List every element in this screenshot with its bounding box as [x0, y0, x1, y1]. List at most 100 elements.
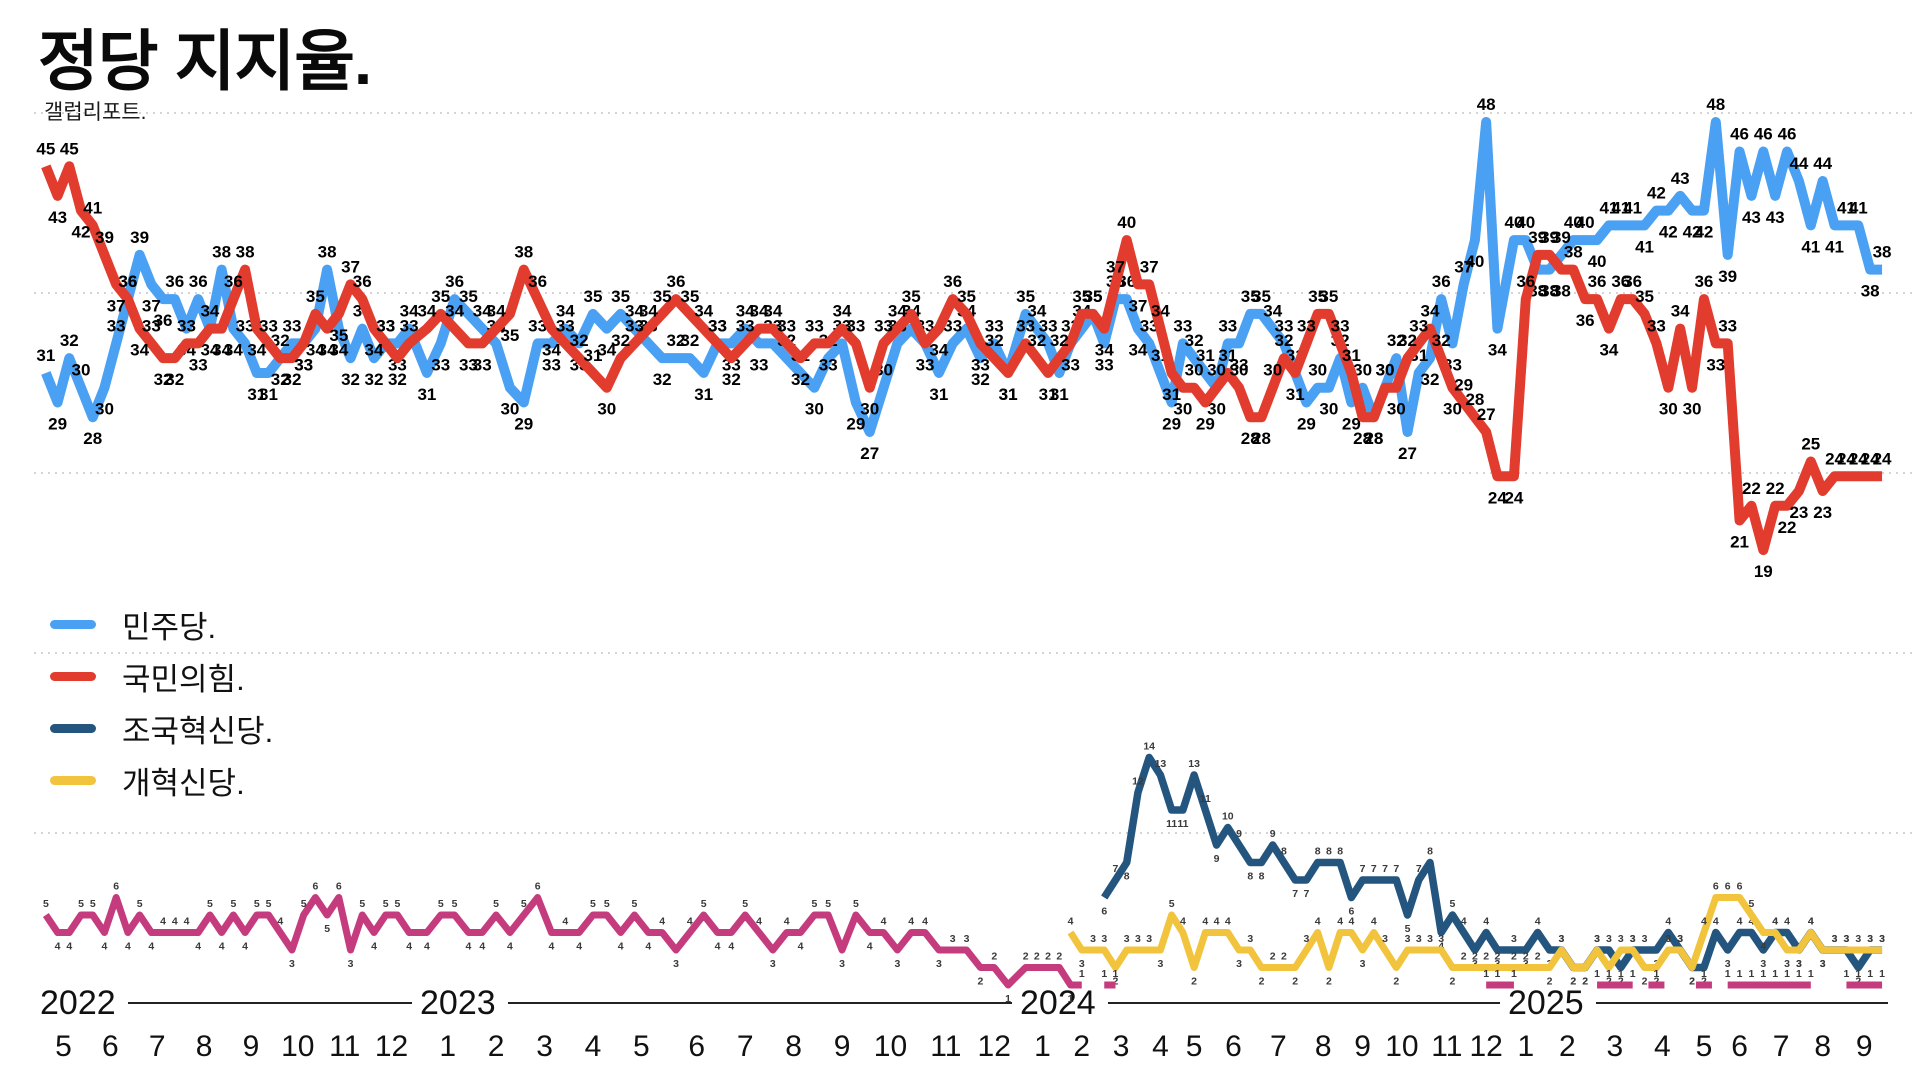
- point-label: 2: [1191, 976, 1197, 988]
- point-label: 33: [400, 316, 419, 335]
- point-label: 4: [1749, 916, 1755, 928]
- point-label: 43: [48, 208, 67, 227]
- point-label: 36: [1694, 272, 1713, 291]
- point-label: 2: [1689, 976, 1695, 988]
- point-label: 33: [1039, 316, 1058, 335]
- point-label: 34: [1095, 341, 1114, 360]
- point-label: 5: [207, 898, 213, 910]
- point-label: 36: [1516, 272, 1535, 291]
- point-label: 32: [271, 370, 290, 389]
- point-label: 3: [1438, 933, 1444, 945]
- x-axis-month-label: 4: [1654, 1030, 1671, 1063]
- point-label: 34: [224, 341, 243, 360]
- point-label: 38: [1873, 243, 1892, 262]
- point-label: 33: [107, 316, 126, 335]
- point-label: 33: [459, 355, 478, 374]
- x-axis-year-label: 2024: [1020, 984, 1096, 1022]
- point-label: 40: [1516, 213, 1535, 232]
- point-label: 35: [653, 287, 672, 306]
- point-label: 32: [653, 370, 672, 389]
- point-label: 4: [756, 916, 762, 928]
- point-label: 34: [212, 341, 231, 360]
- point-label: 29: [1162, 414, 1181, 433]
- point-label: 4: [160, 916, 166, 928]
- point-label: 7: [1292, 888, 1298, 900]
- point-label: 1: [1483, 968, 1489, 980]
- point-label: 38: [514, 243, 533, 262]
- x-axis-month-label: 3: [1113, 1030, 1130, 1063]
- point-label: 31: [36, 346, 55, 365]
- point-label: 34: [736, 302, 755, 321]
- point-label: 35: [1072, 287, 1091, 306]
- point-label: 30: [1207, 361, 1226, 380]
- point-label: 48: [1477, 95, 1496, 114]
- point-label: 4: [1737, 916, 1743, 928]
- point-label: 2: [1570, 976, 1576, 988]
- point-label: 39: [95, 228, 114, 247]
- point-label: 33: [294, 355, 313, 374]
- point-label: 32: [388, 370, 407, 389]
- point-label: 13: [1188, 758, 1200, 770]
- x-axis-month-label: 7: [737, 1030, 754, 1063]
- point-label: 2: [1034, 951, 1040, 963]
- point-label: 36: [353, 272, 372, 291]
- point-label: 1: [1618, 968, 1624, 980]
- point-label: 43: [1671, 169, 1690, 188]
- point-label: 32: [1050, 331, 1069, 350]
- point-label: 5: [853, 898, 859, 910]
- point-label: 22: [1742, 479, 1761, 498]
- point-label: 33: [1173, 316, 1192, 335]
- point-label: 4: [1180, 916, 1186, 928]
- point-label: 46: [1730, 125, 1749, 144]
- point-label: 38: [212, 243, 231, 262]
- point-label: 30: [95, 400, 114, 419]
- point-label: 3: [1236, 958, 1242, 970]
- point-label: 19: [1754, 562, 1773, 581]
- point-label: 42: [1694, 223, 1713, 242]
- point-label: 33: [1218, 316, 1237, 335]
- point-label: 2: [1483, 951, 1489, 963]
- x-axis-month-label: 1: [1034, 1030, 1051, 1063]
- point-label: 9: [1236, 828, 1242, 840]
- point-label: 30: [1230, 361, 1249, 380]
- point-label: 1: [1630, 968, 1636, 980]
- point-label: 3: [1427, 933, 1433, 945]
- point-label: 33: [708, 316, 727, 335]
- point-label: 5: [604, 898, 610, 910]
- point-label: 31: [417, 385, 436, 404]
- point-label: 2: [1113, 976, 1119, 988]
- point-label: 4: [1808, 916, 1814, 928]
- point-label: 4: [219, 941, 225, 953]
- point-label: 31: [259, 385, 278, 404]
- point-label: 3: [936, 958, 942, 970]
- point-label: 33: [1718, 316, 1737, 335]
- point-label: 3: [1665, 933, 1671, 945]
- point-label: 3: [1157, 958, 1163, 970]
- point-label: 8: [1281, 846, 1287, 858]
- point-label: 41: [1635, 237, 1654, 256]
- point-label: 5: [825, 898, 831, 910]
- point-label: 5: [438, 898, 444, 910]
- point-label: 35: [1084, 287, 1103, 306]
- point-label: 3: [348, 958, 354, 970]
- point-label: 35: [1308, 287, 1327, 306]
- point-label: 33: [236, 316, 255, 335]
- point-label: 32: [722, 370, 741, 389]
- point-label: 5: [452, 898, 458, 910]
- point-label: 32: [165, 370, 184, 389]
- point-label: 31: [247, 385, 266, 404]
- point-label: 38: [1861, 282, 1880, 301]
- point-label: 4: [1461, 916, 1467, 928]
- x-axis-month-label: 1: [1517, 1030, 1534, 1063]
- point-label: 34: [445, 302, 464, 321]
- point-label: 2: [1292, 976, 1298, 988]
- point-label: 34: [306, 341, 325, 360]
- point-label: 4: [1535, 916, 1541, 928]
- point-label: 1: [1844, 968, 1850, 980]
- point-label: 12: [1132, 776, 1144, 788]
- point-label: 1: [1784, 968, 1790, 980]
- point-label: 3: [1416, 933, 1422, 945]
- x-axis-month-label: 3: [1607, 1030, 1624, 1063]
- point-label: 34: [1599, 341, 1618, 360]
- point-label: 34: [929, 341, 948, 360]
